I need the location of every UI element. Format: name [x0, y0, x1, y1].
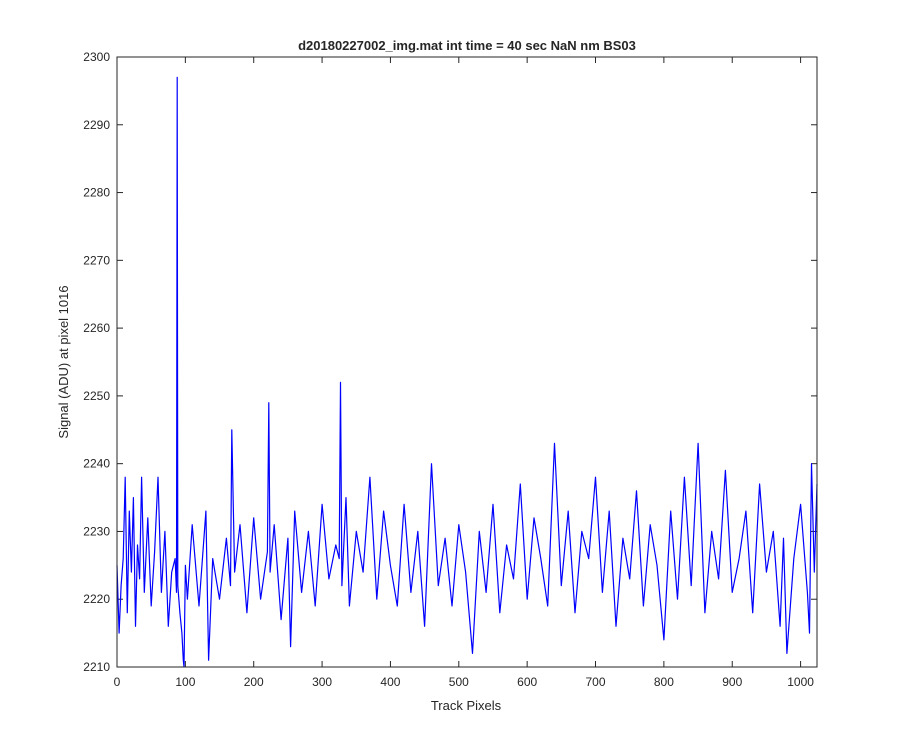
y-tick-label: 2220 — [83, 592, 110, 606]
y-tick-label: 2300 — [83, 50, 110, 64]
x-tick-label: 100 — [175, 675, 195, 689]
plot-area — [116, 76, 818, 668]
y-tick-label: 2240 — [83, 457, 110, 471]
x-tick-label: 800 — [654, 675, 674, 689]
y-tick-label: 2290 — [83, 118, 110, 132]
x-tick-label: 200 — [244, 675, 264, 689]
x-tick-label: 1000 — [787, 675, 814, 689]
y-axis-label: Signal (ADU) at pixel 1016 — [56, 285, 71, 438]
y-tick-label: 2260 — [83, 321, 110, 335]
y-tick-label: 2280 — [83, 186, 110, 200]
x-tick-label: 400 — [380, 675, 400, 689]
x-tick-label: 900 — [722, 675, 742, 689]
x-tick-label: 500 — [449, 675, 469, 689]
y-tick-label: 2230 — [83, 524, 110, 538]
x-axis-label: Track Pixels — [431, 698, 502, 713]
x-axis: 0 100 200 300 400 500 600 700 800 900 1000 — [114, 57, 814, 689]
x-tick-label: 0 — [114, 675, 121, 689]
chart-title: d20180227002_img.mat int time = 40 sec N… — [298, 38, 636, 53]
y-tick-label: 2210 — [83, 660, 110, 674]
y-tick-label: 2250 — [83, 389, 110, 403]
x-tick-label: 300 — [312, 675, 332, 689]
y-axis: 2210 2220 2230 2240 2250 2260 2270 2280 2290 2300 — [83, 50, 817, 674]
x-tick-label: 600 — [517, 675, 537, 689]
y-tick-label: 2270 — [83, 253, 110, 267]
series-line — [116, 76, 818, 668]
axes-box — [116, 56, 818, 668]
x-tick-label: 700 — [586, 675, 606, 689]
